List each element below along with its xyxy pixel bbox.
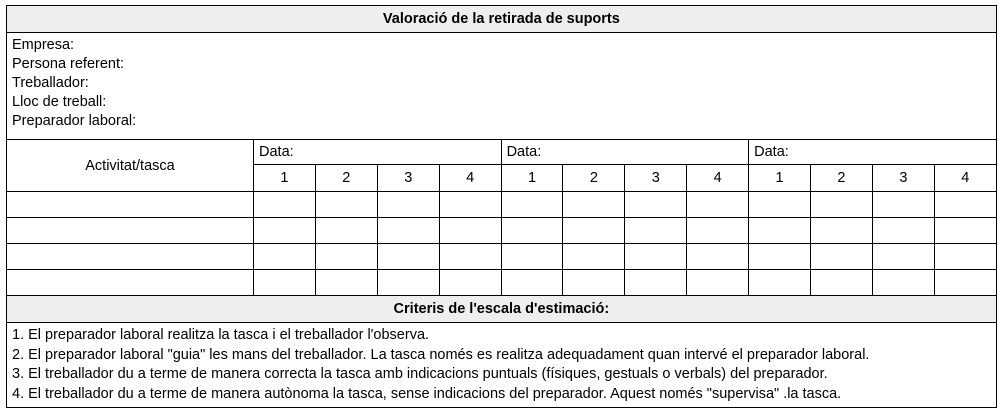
score-cell[interactable] <box>871 243 935 270</box>
info-field-label: Lloc de treball: <box>12 94 107 110</box>
info-section: Empresa: Persona referent: Treballador: Llo… <box>6 32 997 140</box>
scale-number-header: 3 <box>871 164 935 192</box>
scale-number-header: 3 <box>624 164 688 192</box>
scale-number-header: 3 <box>376 164 440 192</box>
form-title: Valoració de la retirada de suports <box>6 5 997 33</box>
criteria-title: Criteris de l'escala d'estimació: <box>6 295 997 323</box>
criteria-list: 1. El preparador laboral realitza la tas… <box>6 322 997 408</box>
score-cell[interactable] <box>933 191 997 218</box>
score-cell[interactable] <box>748 243 812 270</box>
score-cell[interactable] <box>624 269 688 296</box>
score-cell[interactable] <box>314 243 378 270</box>
score-cell[interactable] <box>810 243 873 270</box>
criteria-item: 1. El preparador laboral realitza la tas… <box>12 327 430 343</box>
score-cell[interactable] <box>871 269 935 296</box>
score-cell[interactable] <box>500 269 564 296</box>
score-cell[interactable] <box>748 217 812 244</box>
scale-number-header: 4 <box>686 164 750 192</box>
info-field-label: Empresa: <box>12 37 75 53</box>
scale-number-header: 1 <box>748 164 812 192</box>
score-cell[interactable] <box>686 243 750 270</box>
score-cell[interactable] <box>686 269 750 296</box>
activity-cell[interactable] <box>6 191 254 218</box>
scale-number-header: 1 <box>500 164 564 192</box>
score-cell[interactable] <box>624 217 688 244</box>
activity-cell[interactable] <box>6 243 254 270</box>
score-cell[interactable] <box>438 217 502 244</box>
score-cell[interactable] <box>562 243 626 270</box>
score-cell[interactable] <box>253 217 316 244</box>
table-row <box>6 191 997 218</box>
score-cell[interactable] <box>253 243 316 270</box>
score-cell[interactable] <box>624 191 688 218</box>
activity-cell[interactable] <box>6 217 254 244</box>
score-cell[interactable] <box>748 191 812 218</box>
info-field-label: Treballador: <box>12 75 89 91</box>
score-cell[interactable] <box>253 191 316 218</box>
criteria-item: 3. El treballador du a terme de manera c… <box>12 366 828 382</box>
score-cell[interactable] <box>933 243 997 270</box>
score-cell[interactable] <box>810 191 873 218</box>
score-cell[interactable] <box>871 217 935 244</box>
criteria-item: 2. El preparador laboral "guia" les mans… <box>12 346 870 363</box>
score-cell[interactable] <box>314 191 378 218</box>
date-field[interactable]: Data: <box>253 139 502 165</box>
score-cell[interactable] <box>624 243 688 270</box>
score-cell[interactable] <box>500 217 564 244</box>
date-field[interactable]: Data: <box>500 139 750 165</box>
table-row <box>6 217 997 244</box>
score-cell[interactable] <box>686 191 750 218</box>
criteria-item: 4. El treballador du a terme de manera a… <box>12 385 842 402</box>
score-cell[interactable] <box>810 269 873 296</box>
score-cell[interactable] <box>376 269 440 296</box>
scale-number-header: 2 <box>562 164 626 192</box>
score-cell[interactable] <box>253 269 316 296</box>
activity-header: Activitat/tasca <box>6 139 254 192</box>
score-cell[interactable] <box>314 217 378 244</box>
score-cell[interactable] <box>562 269 626 296</box>
scale-number-header: 4 <box>933 164 997 192</box>
score-cell[interactable] <box>500 191 564 218</box>
score-cell[interactable] <box>376 217 440 244</box>
activity-cell[interactable] <box>6 269 254 296</box>
score-cell[interactable] <box>933 269 997 296</box>
info-field-label: Preparador laboral: <box>12 113 137 129</box>
score-cell[interactable] <box>871 191 935 218</box>
score-cell[interactable] <box>500 243 564 270</box>
score-cell[interactable] <box>810 217 873 244</box>
table-row <box>6 269 997 296</box>
score-cell[interactable] <box>438 269 502 296</box>
score-cell[interactable] <box>376 243 440 270</box>
table-row <box>6 243 997 270</box>
support-withdrawal-form: Valoració de la retirada de suports Empr… <box>6 5 997 408</box>
scale-number-header: 2 <box>314 164 378 192</box>
score-cell[interactable] <box>438 243 502 270</box>
score-cell[interactable] <box>933 217 997 244</box>
date-field[interactable]: Data: <box>748 139 997 165</box>
scale-number-header: 1 <box>253 164 316 192</box>
info-field-label: Persona referent: <box>12 56 125 72</box>
score-cell[interactable] <box>376 191 440 218</box>
score-cell[interactable] <box>562 217 626 244</box>
scale-number-header: 4 <box>438 164 502 192</box>
score-cell[interactable] <box>748 269 812 296</box>
scale-number-header: 2 <box>810 164 873 192</box>
score-cell[interactable] <box>562 191 626 218</box>
score-cell[interactable] <box>314 269 378 296</box>
score-cell[interactable] <box>438 191 502 218</box>
score-cell[interactable] <box>686 217 750 244</box>
